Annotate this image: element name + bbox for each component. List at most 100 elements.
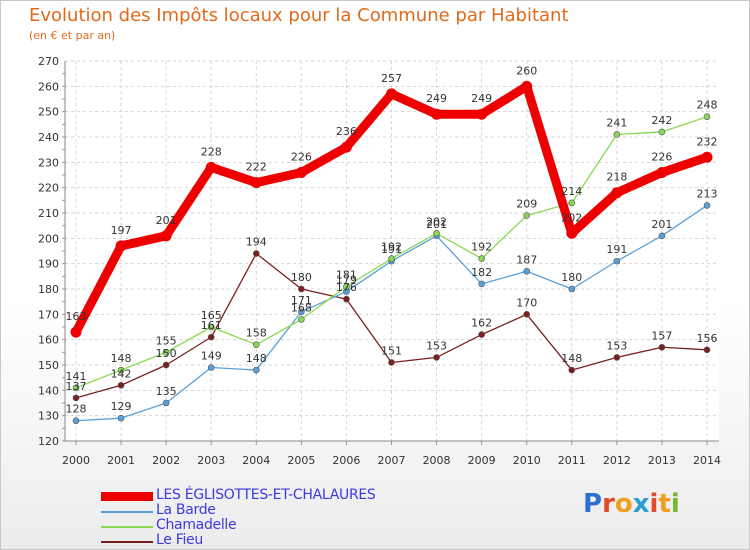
data-label: 242	[651, 114, 672, 127]
data-point	[703, 346, 711, 354]
data-label: 162	[471, 317, 492, 330]
data-point	[613, 131, 621, 138]
data-label: 202	[426, 215, 447, 228]
data-point	[433, 229, 440, 237]
data-label: 176	[336, 281, 357, 294]
data-point	[476, 108, 488, 120]
y-tick-label: 140	[38, 384, 59, 397]
plot-area	[65, 61, 719, 441]
data-point	[250, 177, 262, 189]
data-label: 191	[381, 243, 402, 256]
logo-letter: r	[602, 489, 615, 519]
data-label: 168	[291, 301, 312, 314]
data-point	[207, 333, 215, 341]
data-label: 218	[606, 171, 627, 184]
data-label: 163	[66, 310, 87, 323]
data-label: 170	[516, 296, 537, 309]
data-label: 142	[111, 367, 132, 380]
data-point	[388, 359, 395, 366]
data-point	[252, 341, 260, 349]
data-label: 135	[156, 385, 177, 398]
data-point	[70, 326, 82, 338]
data-point	[431, 108, 443, 120]
x-tick-label: 2009	[468, 454, 496, 467]
data-point	[207, 323, 215, 331]
data-label: 180	[561, 271, 582, 284]
data-label: 197	[111, 224, 132, 237]
data-point	[386, 88, 397, 100]
data-point	[343, 283, 350, 290]
data-point	[388, 255, 395, 262]
data-label: 192	[471, 241, 492, 254]
data-label: 149	[201, 350, 222, 363]
data-label: 191	[606, 243, 627, 256]
data-point	[566, 227, 578, 239]
data-point	[162, 349, 170, 356]
legend-label-eglisottes: LES ÉGLISOTTES-ET-CHALAURES	[156, 487, 376, 503]
x-tick-label: 2014	[693, 454, 721, 467]
data-point	[568, 285, 576, 293]
data-label: 222	[246, 161, 267, 174]
data-point	[521, 80, 533, 92]
data-point	[523, 267, 531, 275]
data-point	[252, 366, 260, 374]
data-point	[298, 308, 305, 316]
data-label: 192	[381, 241, 402, 254]
y-tick-label: 220	[38, 182, 59, 195]
data-point	[340, 141, 352, 153]
data-label: 157	[651, 329, 672, 342]
data-label: 260	[516, 64, 537, 77]
legend-label-chamadelle: Chamadelle	[156, 517, 237, 533]
data-label: 156	[697, 332, 718, 345]
data-point	[298, 285, 305, 293]
data-label: 141	[66, 370, 87, 383]
data-label: 232	[697, 135, 718, 148]
data-label: 257	[381, 72, 402, 85]
data-point	[478, 331, 485, 338]
x-tick-label: 2002	[152, 454, 180, 467]
y-tick-label: 160	[38, 334, 59, 347]
data-point	[115, 240, 127, 252]
data-label: 137	[66, 380, 87, 393]
y-tick-label: 240	[38, 131, 59, 144]
data-label: 181	[336, 268, 357, 281]
x-tick-label: 2007	[378, 454, 406, 467]
data-label: 249	[426, 92, 447, 105]
data-point	[160, 230, 172, 242]
data-point	[523, 311, 531, 318]
data-point	[658, 343, 666, 351]
x-tick-label: 2008	[423, 454, 451, 467]
data-label: 201	[156, 214, 177, 227]
x-tick-label: 2010	[513, 454, 541, 467]
data-label: 179	[336, 274, 357, 287]
data-label: 202	[561, 211, 582, 224]
legend-label-la-barde: La Barde	[156, 502, 216, 518]
data-point	[478, 255, 485, 262]
data-point	[72, 417, 80, 425]
x-tick-label: 2012	[603, 454, 631, 467]
data-label: 128	[66, 403, 87, 416]
data-point	[298, 316, 305, 323]
data-point	[433, 354, 440, 361]
x-tick-label: 2006	[332, 454, 360, 467]
logo-letter: t	[658, 489, 671, 519]
data-point	[117, 381, 125, 389]
y-tick-label: 260	[38, 80, 59, 93]
y-tick-label: 230	[38, 156, 59, 169]
data-point	[656, 166, 668, 178]
y-tick-label: 120	[38, 435, 59, 448]
x-tick-label: 2001	[107, 454, 135, 467]
data-point	[162, 361, 170, 369]
x-tick-label: 2005	[287, 454, 315, 467]
data-label: 228	[201, 145, 222, 158]
data-label: 148	[561, 352, 582, 365]
y-tick-label: 250	[38, 106, 59, 119]
data-label: 129	[111, 400, 132, 413]
data-label: 171	[291, 294, 312, 307]
data-label: 161	[201, 319, 222, 332]
data-point	[117, 366, 125, 374]
data-label: 153	[606, 339, 627, 352]
data-label: 158	[246, 327, 267, 340]
